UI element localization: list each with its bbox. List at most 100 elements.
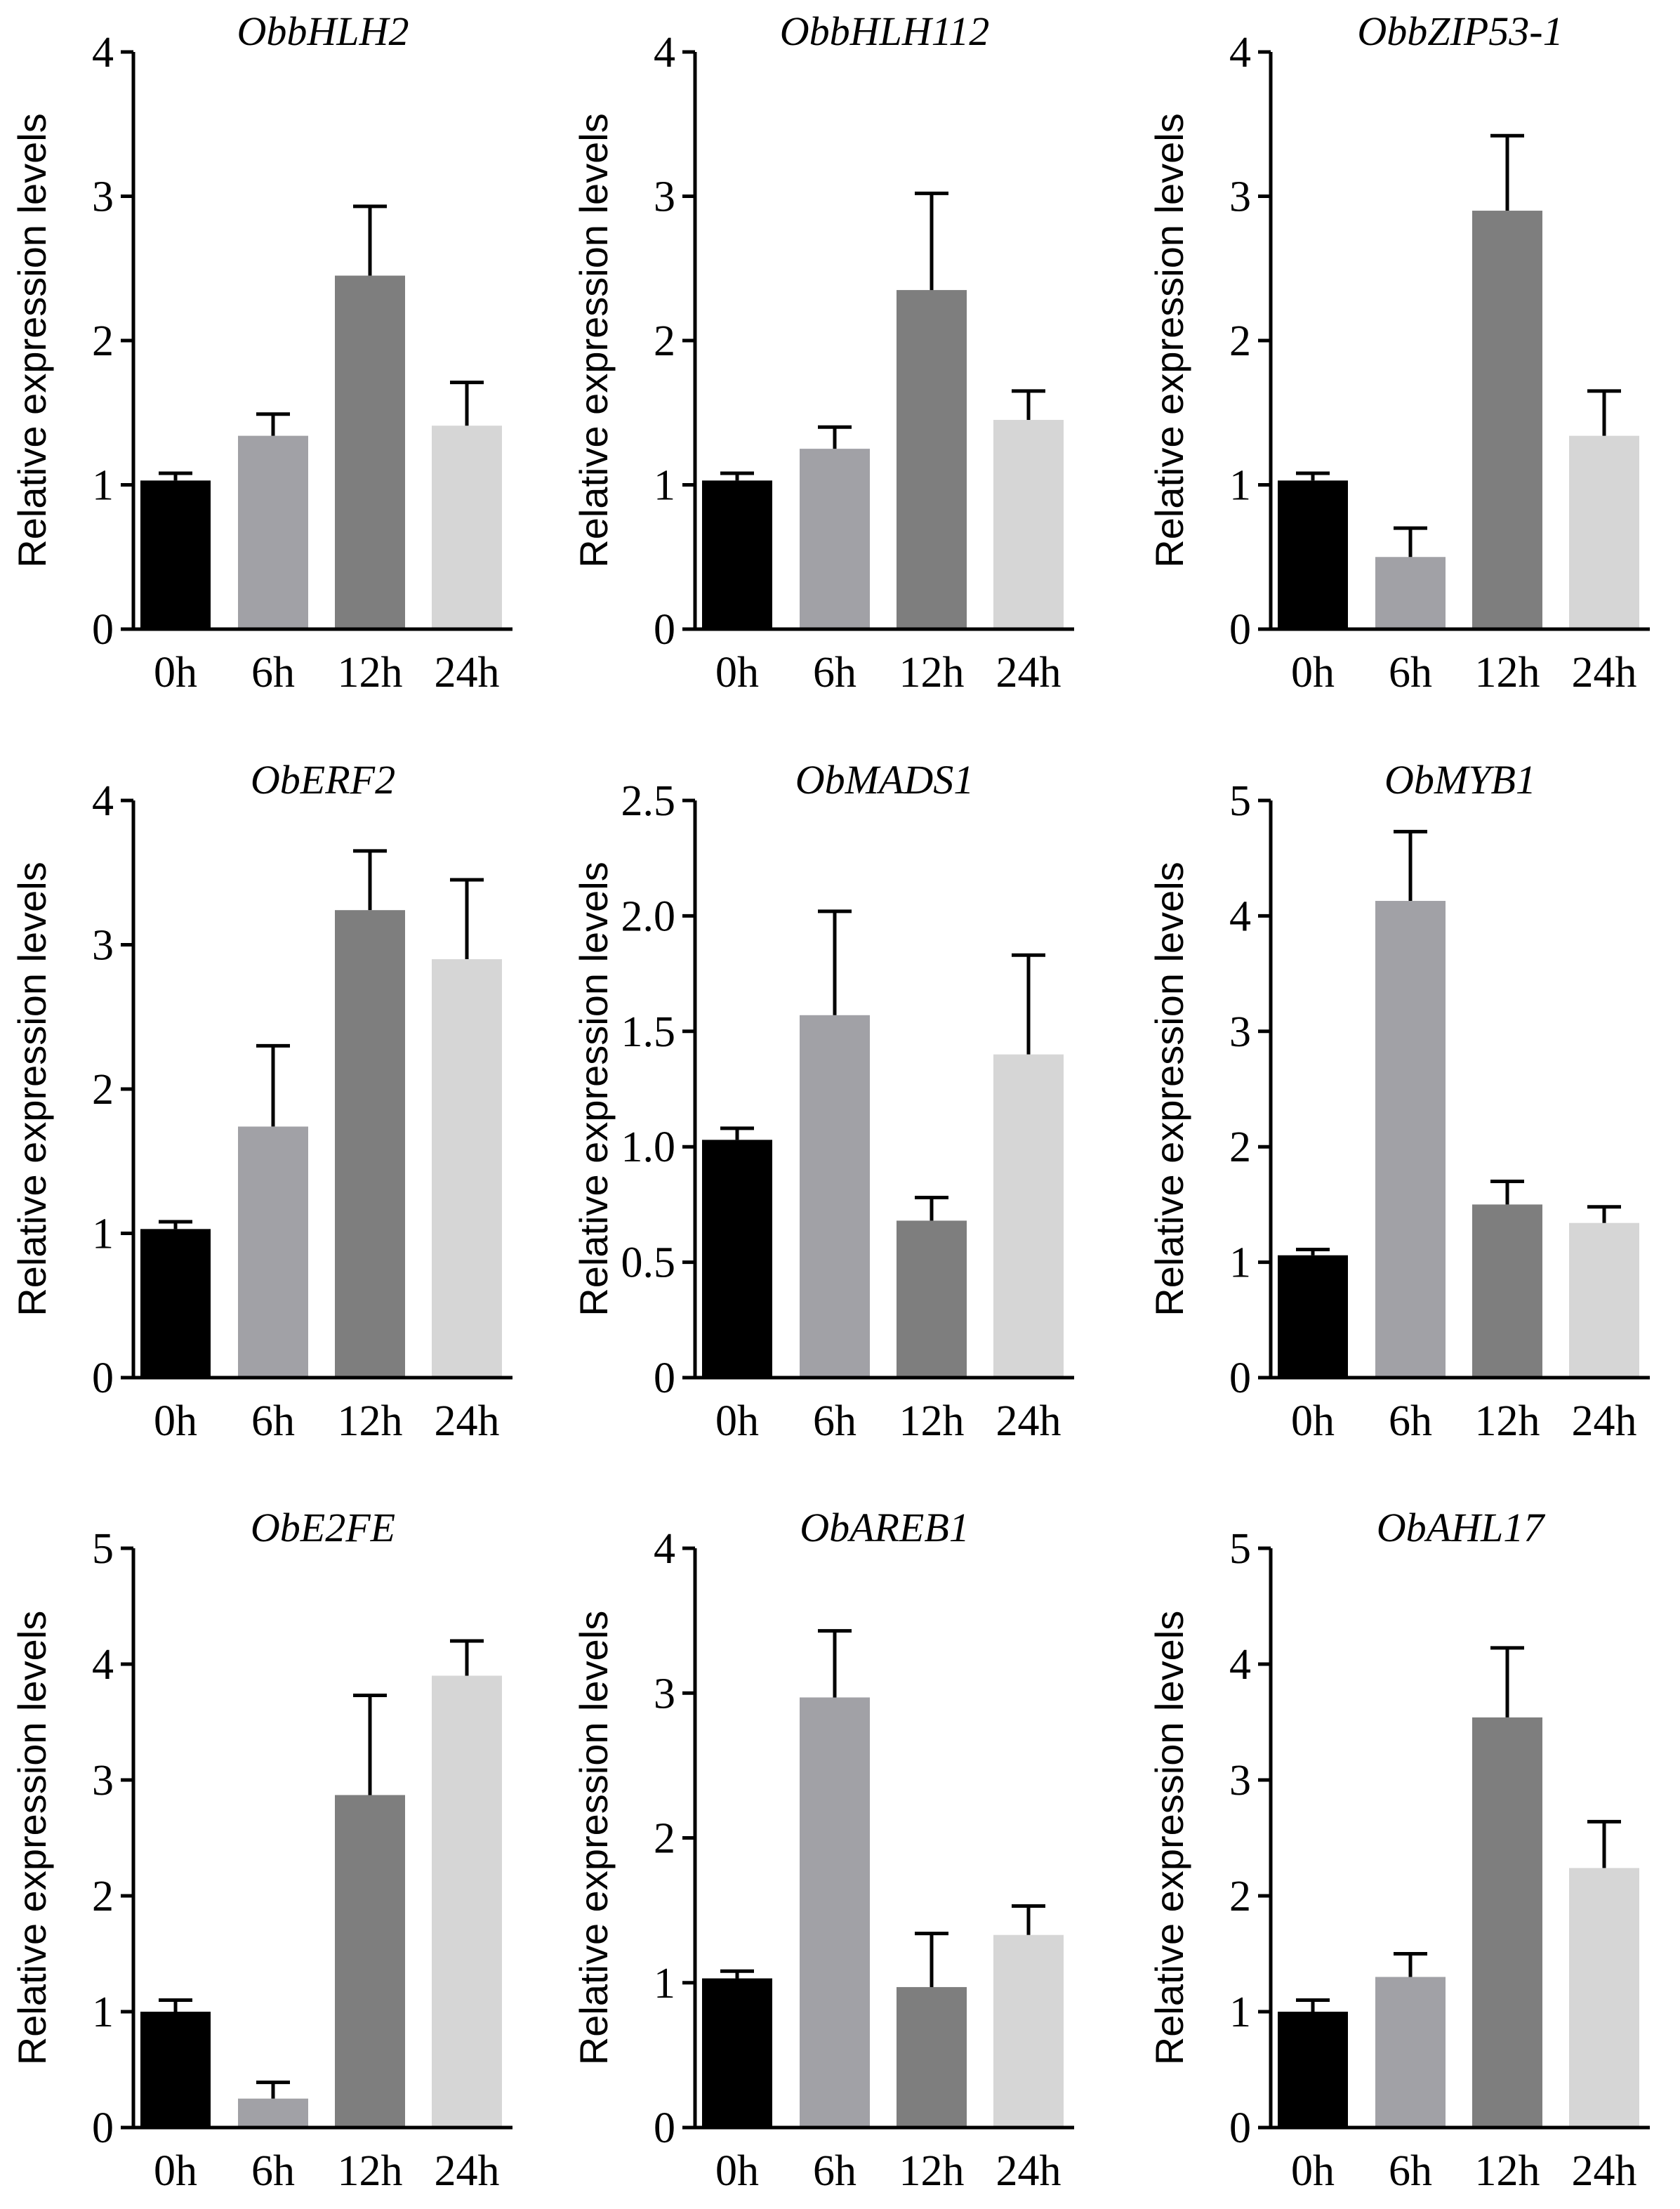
y-tick-label: 1 [1229,1239,1251,1287]
bar-0h [1278,1255,1348,1378]
x-tick-label: 24h [435,1397,500,1445]
bar-24h [432,959,502,1378]
y-axis-label: Relative expression levels [571,862,616,1316]
y-tick-label: 2 [654,1815,675,1863]
x-tick-label: 0h [154,2147,197,2195]
x-tick-label: 24h [996,649,1061,697]
y-tick-label: 2.0 [621,892,676,940]
y-tick-label: 2 [654,317,675,365]
x-tick-label: 6h [813,649,856,697]
y-tick-label: 2 [92,317,114,365]
bar-12h [897,290,967,629]
y-tick-label: 2 [92,1066,114,1114]
chart-title: ObbZIP53-1 [1357,8,1563,54]
bar-6h [238,1126,308,1378]
x-tick-label: 0h [715,1397,759,1445]
y-tick-label: 0 [654,1354,675,1402]
bar-12h [335,910,405,1378]
bar-0h [140,2012,211,2128]
y-axis-label: Relative expression levels [571,1611,616,2065]
y-tick-label: 4 [92,1641,114,1689]
bar-12h [335,1795,405,2128]
bar-24h [432,1675,502,2128]
bar-24h [993,420,1064,629]
bar-12h [897,1220,967,1378]
bar-0h [140,480,211,629]
bar-24h [1569,1868,1639,2128]
y-tick-label: 3 [92,173,114,221]
bar-24h [432,426,502,629]
y-tick-label: 4 [1229,29,1251,77]
x-tick-label: 24h [435,649,500,697]
chart-title: ObMADS1 [795,757,974,803]
chart-panel: ObbHLH112 Relative expression levels 0h 6h 1… [571,8,1074,697]
x-tick-label: 0h [1291,649,1335,697]
bar-0h [702,480,772,629]
bar-6h [800,449,870,629]
y-axis-label: Relative expression levels [10,1611,54,2065]
x-tick-label: 0h [1291,2147,1335,2195]
chart-title: ObERF2 [251,757,395,803]
y-tick-label: 3 [1229,173,1251,221]
chart-panel: ObbHLH2 Relative expression levels 0h 6h 12h… [10,8,512,697]
y-tick-label: 2 [92,1873,114,1920]
y-tick-label: 1 [92,462,114,510]
x-tick-label: 6h [813,1397,856,1445]
y-axis-label: Relative expression levels [10,113,54,567]
x-tick-label: 12h [338,1397,403,1445]
bar-12h [897,1986,967,2128]
y-tick-label: 5 [1229,1525,1251,1573]
bar-24h [993,1054,1064,1378]
bar-12h [1472,211,1542,629]
chart-title: ObAREB1 [800,1505,970,1550]
bar-6h [1375,557,1446,629]
bar-24h [1569,435,1639,629]
y-axis-label: Relative expression levels [1147,862,1191,1316]
y-tick-label: 4 [92,29,114,77]
y-tick-label: 0 [1229,1354,1251,1402]
y-axis-label: Relative expression levels [10,862,54,1316]
y-tick-label: 3 [92,922,114,970]
x-tick-label: 12h [1475,1397,1540,1445]
y-tick-label: 0 [92,1354,114,1402]
y-tick-label: 3 [654,173,675,221]
x-tick-label: 24h [1572,2147,1637,2195]
x-tick-label: 12h [1475,649,1540,697]
chart-panel: ObMADS1 Relative expression levels 0h 6h 12h… [571,757,1074,1445]
y-tick-label: 0 [1229,2104,1251,2152]
y-tick-label: 4 [92,777,114,825]
x-tick-label: 24h [1572,649,1637,697]
y-tick-label: 5 [1229,777,1251,825]
x-tick-label: 24h [435,2147,500,2195]
x-tick-label: 0h [715,649,759,697]
bar-6h [238,2098,308,2128]
chart-panel: ObE2FE Relative expression levels 0h 6h 12h 2… [10,1505,512,2195]
chart-panel: ObAREB1 Relative expression levels 0h 6h 12h… [571,1505,1074,2195]
y-tick-label: 1 [92,1211,114,1258]
y-tick-label: 5 [92,1525,114,1573]
x-tick-label: 6h [251,649,295,697]
x-tick-label: 24h [996,2147,1061,2195]
y-axis-label: Relative expression levels [1147,113,1191,567]
y-axis-label: Relative expression levels [1147,1611,1191,2065]
bar-0h [1278,480,1348,629]
x-tick-label: 6h [1389,2147,1432,2195]
y-tick-label: 0 [654,606,675,654]
chart-panel: ObERF2 Relative expression levels 0h 6h 12h 2… [10,757,512,1445]
y-tick-label: 0 [654,2104,675,2152]
x-tick-label: 0h [154,1397,197,1445]
x-tick-label: 12h [899,649,965,697]
y-tick-label: 1 [654,1960,675,2007]
y-tick-label: 2.5 [621,777,676,825]
bar-12h [1472,1204,1542,1378]
bar-24h [1569,1222,1639,1378]
y-tick-label: 4 [654,1525,675,1573]
x-tick-label: 0h [154,649,197,697]
chart-title: ObbHLH2 [237,8,409,54]
y-tick-label: 2 [1229,1873,1251,1920]
y-tick-label: 3 [1229,1008,1251,1056]
y-tick-label: 3 [92,1757,114,1805]
chart-title: ObAHL17 [1377,1505,1545,1550]
bar-0h [702,1978,772,2128]
